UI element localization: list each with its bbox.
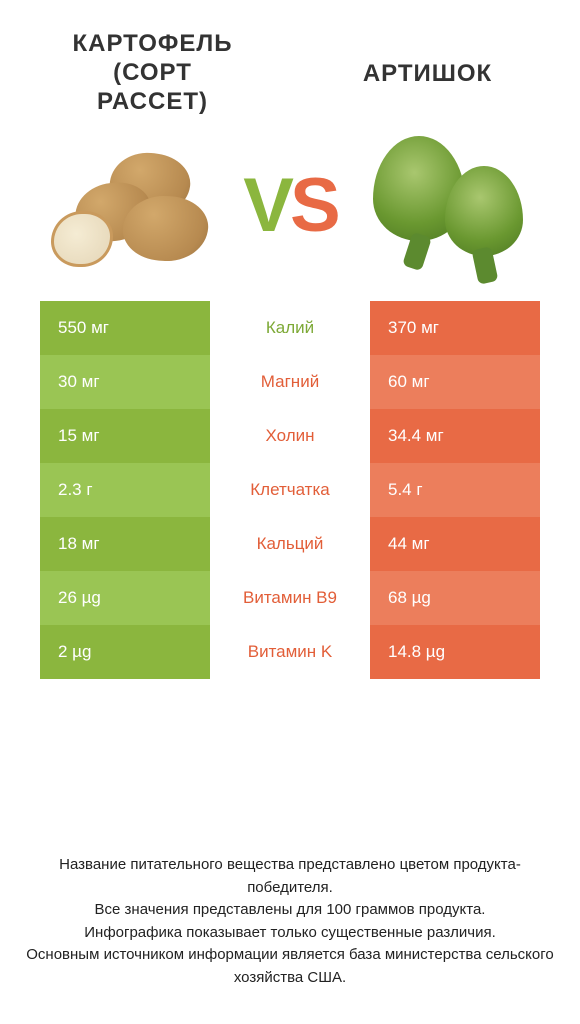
- table-row: 30 мгМагний60 мг: [40, 355, 540, 409]
- value-right: 60 мг: [370, 355, 540, 409]
- potato-image: [45, 141, 215, 271]
- vs-s: S: [290, 168, 337, 244]
- table-row: 2 µgВитамин K14.8 µg: [40, 625, 540, 679]
- value-left: 2 µg: [40, 625, 210, 679]
- title-right: Артишок: [315, 30, 540, 116]
- table-row: 18 мгКальций44 мг: [40, 517, 540, 571]
- nutrient-name: Витамин K: [210, 625, 370, 679]
- nutrient-name: Калий: [210, 301, 370, 355]
- table-row: 2.3 гКлетчатка5.4 г: [40, 463, 540, 517]
- title-left-line3: Рассет): [97, 88, 208, 115]
- footnote-line1: Название питательного вещества представл…: [59, 856, 521, 896]
- value-right: 44 мг: [370, 517, 540, 571]
- value-right: 370 мг: [370, 301, 540, 355]
- nutrition-table: 550 мгКалий370 мг30 мгМагний60 мг15 мгХо…: [0, 301, 580, 679]
- vs-label: VS: [243, 168, 336, 244]
- title-left-line1: Картофель: [73, 30, 233, 57]
- title-bar: Картофель (сорт Рассет) Артишок: [0, 0, 580, 116]
- artichoke-image: [365, 136, 535, 276]
- value-left: 26 µg: [40, 571, 210, 625]
- vs-v: V: [243, 168, 290, 244]
- footnote-line2: Все значения представлены для 100 граммо…: [95, 901, 486, 918]
- value-right: 34.4 мг: [370, 409, 540, 463]
- footnote-line4: Основным источником информации является …: [26, 946, 553, 986]
- footnote-line3: Инфографика показывает только существенн…: [84, 924, 496, 941]
- value-left: 2.3 г: [40, 463, 210, 517]
- nutrient-name: Магний: [210, 355, 370, 409]
- table-row: 26 µgВитамин B968 µg: [40, 571, 540, 625]
- footnote: Название питательного вещества представл…: [0, 854, 580, 989]
- value-left: 18 мг: [40, 517, 210, 571]
- title-left-line2: (сорт: [113, 59, 192, 86]
- nutrient-name: Клетчатка: [210, 463, 370, 517]
- hero-row: VS: [0, 116, 580, 301]
- value-right: 5.4 г: [370, 463, 540, 517]
- nutrient-name: Витамин B9: [210, 571, 370, 625]
- value-right: 68 µg: [370, 571, 540, 625]
- value-left: 30 мг: [40, 355, 210, 409]
- value-left: 550 мг: [40, 301, 210, 355]
- nutrient-name: Холин: [210, 409, 370, 463]
- table-row: 15 мгХолин34.4 мг: [40, 409, 540, 463]
- nutrient-name: Кальций: [210, 517, 370, 571]
- title-left: Картофель (сорт Рассет): [40, 30, 265, 116]
- value-right: 14.8 µg: [370, 625, 540, 679]
- table-row: 550 мгКалий370 мг: [40, 301, 540, 355]
- value-left: 15 мг: [40, 409, 210, 463]
